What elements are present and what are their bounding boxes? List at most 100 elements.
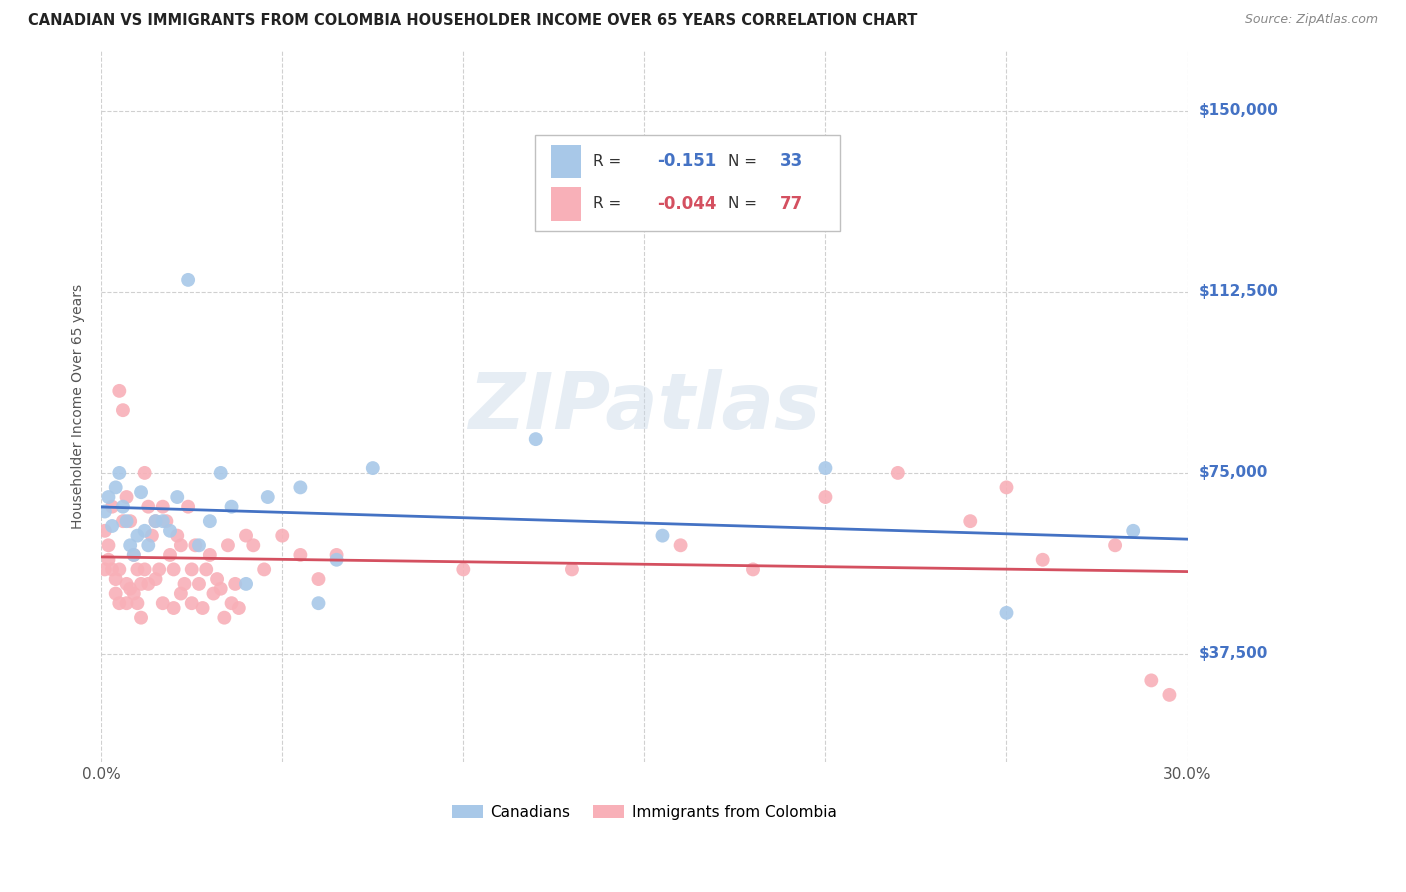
Text: CANADIAN VS IMMIGRANTS FROM COLOMBIA HOUSEHOLDER INCOME OVER 65 YEARS CORRELATIO: CANADIAN VS IMMIGRANTS FROM COLOMBIA HOU…: [28, 13, 918, 29]
Point: [134, 466, 156, 480]
Point: [166, 490, 188, 504]
Point: [104, 480, 127, 494]
Point: [145, 572, 167, 586]
Point: [127, 562, 149, 576]
Point: [180, 596, 202, 610]
Point: [887, 466, 910, 480]
Point: [108, 562, 131, 576]
Text: $150,000: $150,000: [1199, 103, 1278, 119]
Point: [235, 528, 257, 542]
Point: [209, 466, 232, 480]
Point: [159, 524, 181, 538]
Point: [97, 490, 120, 504]
Point: [325, 548, 347, 562]
Point: [1104, 538, 1126, 552]
Point: [188, 538, 211, 552]
Y-axis label: Householder Income Over 65 years: Householder Income Over 65 years: [72, 284, 86, 529]
Point: [1140, 673, 1163, 688]
Text: $37,500: $37,500: [1199, 647, 1268, 661]
Point: [202, 586, 225, 600]
Point: [148, 562, 170, 576]
Point: [170, 586, 193, 600]
Point: [235, 577, 257, 591]
Point: [152, 514, 174, 528]
Point: [221, 596, 243, 610]
Point: [115, 596, 138, 610]
Point: [104, 586, 127, 600]
Point: [108, 466, 131, 480]
Point: [120, 582, 142, 596]
Point: [94, 562, 117, 576]
Point: [180, 562, 202, 576]
Point: [209, 582, 232, 596]
Text: 77: 77: [779, 194, 803, 213]
Point: [191, 601, 214, 615]
Point: [111, 500, 134, 514]
Point: [290, 480, 312, 494]
Point: [104, 572, 127, 586]
Point: [228, 601, 250, 615]
Point: [97, 538, 120, 552]
Point: [94, 504, 117, 518]
Text: ZIPatlas: ZIPatlas: [468, 368, 821, 444]
Point: [101, 519, 124, 533]
Point: [290, 548, 312, 562]
Point: [101, 562, 124, 576]
Text: 33: 33: [779, 153, 803, 170]
Point: [814, 461, 837, 475]
Point: [122, 548, 145, 562]
Point: [198, 548, 221, 562]
Point: [271, 528, 294, 542]
Point: [111, 514, 134, 528]
Point: [101, 500, 124, 514]
Text: R =: R =: [593, 196, 621, 211]
Point: [177, 500, 200, 514]
Text: -0.044: -0.044: [658, 194, 717, 213]
Legend: Canadians, Immigrants from Colombia: Canadians, Immigrants from Colombia: [446, 798, 842, 826]
Point: [256, 490, 278, 504]
Point: [127, 528, 149, 542]
Point: [224, 577, 246, 591]
Point: [561, 562, 583, 576]
Point: [242, 538, 264, 552]
Text: N =: N =: [727, 196, 756, 211]
Point: [651, 528, 673, 542]
Point: [995, 480, 1018, 494]
Point: [361, 461, 384, 475]
Point: [162, 601, 184, 615]
Point: [205, 572, 228, 586]
Point: [141, 528, 163, 542]
Point: [195, 562, 218, 576]
Point: [122, 586, 145, 600]
Point: [94, 524, 117, 538]
Point: [122, 548, 145, 562]
Point: [129, 610, 152, 624]
Point: [669, 538, 692, 552]
Point: [152, 500, 174, 514]
Point: [152, 596, 174, 610]
Point: [253, 562, 276, 576]
Point: [184, 538, 207, 552]
Point: [814, 490, 837, 504]
Point: [120, 514, 142, 528]
Point: [129, 577, 152, 591]
Point: [308, 572, 330, 586]
Point: [188, 577, 211, 591]
Point: [453, 562, 475, 576]
Text: N =: N =: [727, 154, 756, 169]
Point: [995, 606, 1018, 620]
Point: [129, 485, 152, 500]
Point: [127, 596, 149, 610]
Point: [115, 577, 138, 591]
Text: R =: R =: [593, 154, 621, 169]
Point: [97, 553, 120, 567]
Point: [115, 490, 138, 504]
Text: -0.151: -0.151: [658, 153, 717, 170]
Point: [221, 500, 243, 514]
Point: [120, 538, 142, 552]
Point: [155, 514, 177, 528]
Point: [108, 596, 131, 610]
Point: [159, 548, 181, 562]
Point: [115, 514, 138, 528]
Point: [214, 610, 236, 624]
